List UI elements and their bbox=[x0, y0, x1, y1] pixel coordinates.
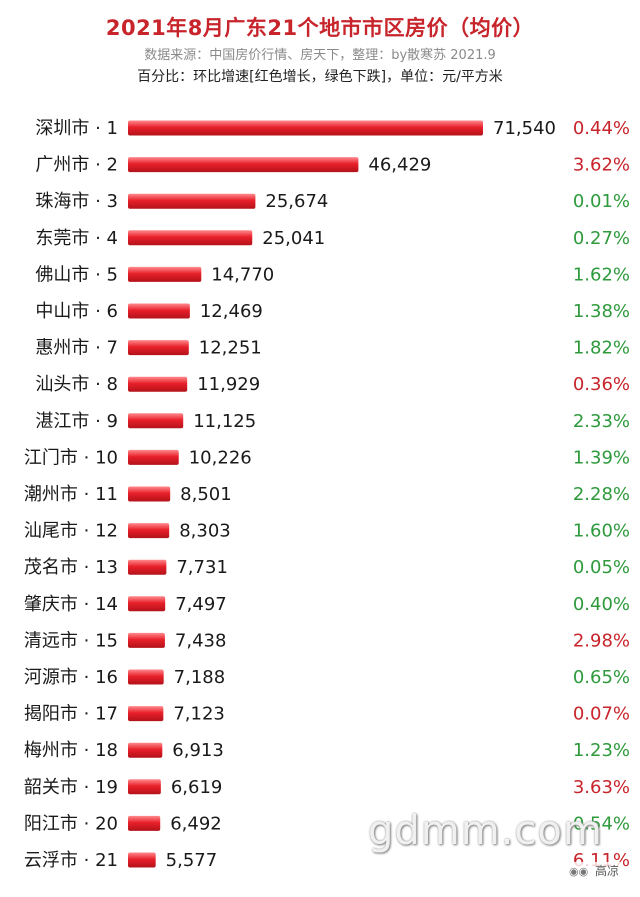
bar bbox=[128, 376, 188, 392]
value-label: 5,577 bbox=[166, 850, 218, 871]
pct-change-label: 2.98% bbox=[573, 630, 630, 651]
data-source: 数据来源：中国房价行情、房天下，整理：by散寒苏 2021.9 bbox=[144, 48, 496, 63]
category-label: 云浮市 · 21 bbox=[24, 850, 118, 871]
category-label: 河源市 · 16 bbox=[24, 667, 118, 688]
category-label: 肇庆市 · 14 bbox=[24, 594, 118, 615]
bar bbox=[128, 706, 164, 722]
pct-change-label: 0.27% bbox=[573, 228, 630, 249]
bar bbox=[128, 120, 483, 136]
pct-change-label: 1.60% bbox=[573, 521, 630, 542]
pct-change-label: 0.36% bbox=[573, 374, 630, 395]
value-label: 7,188 bbox=[174, 667, 226, 688]
category-label: 汕尾市 · 12 bbox=[24, 521, 118, 542]
bar bbox=[128, 852, 156, 868]
category-label: 佛山市 · 5 bbox=[35, 264, 118, 285]
bar bbox=[128, 193, 256, 209]
value-label: 7,497 bbox=[175, 594, 227, 615]
value-label: 8,303 bbox=[179, 521, 231, 542]
value-label: 46,429 bbox=[368, 155, 431, 176]
bar bbox=[128, 632, 165, 648]
pct-change-label: 0.40% bbox=[573, 594, 630, 615]
category-label: 茂名市 · 13 bbox=[24, 557, 118, 578]
bar bbox=[128, 523, 170, 539]
category-label: 清远市 · 15 bbox=[24, 630, 118, 651]
value-label: 12,469 bbox=[200, 301, 263, 322]
value-label: 6,913 bbox=[172, 740, 224, 761]
unit-note: 百分比：环比增速[红色增长，绿色下跌]，单位：元/平方米 bbox=[137, 69, 503, 85]
pct-change-label: 2.33% bbox=[573, 411, 630, 432]
category-label: 江门市 · 10 bbox=[24, 447, 118, 468]
category-label: 东莞市 · 4 bbox=[35, 228, 118, 249]
pct-change-label: 0.01% bbox=[573, 191, 630, 212]
value-label: 6,619 bbox=[171, 777, 223, 798]
category-label: 韶关市 · 19 bbox=[24, 777, 118, 798]
category-label: 梅州市 · 18 bbox=[24, 740, 118, 761]
value-label: 25,041 bbox=[262, 228, 325, 249]
bar bbox=[128, 596, 166, 612]
pct-change-label: 0.44% bbox=[573, 118, 630, 139]
pct-change-label: 1.62% bbox=[573, 264, 630, 285]
category-label: 中山市 · 6 bbox=[35, 301, 118, 322]
pct-change-label: 2.28% bbox=[573, 484, 630, 505]
bar bbox=[128, 815, 161, 831]
category-label: 揭阳市 · 17 bbox=[24, 704, 118, 725]
pct-change-label: 1.82% bbox=[573, 338, 630, 359]
pct-change-label: 1.23% bbox=[573, 740, 630, 761]
bar bbox=[128, 266, 202, 282]
category-label: 阳江市 · 20 bbox=[24, 813, 118, 834]
pct-change-label: 0.65% bbox=[573, 667, 630, 688]
account-badge: ◉◉ 高凉 bbox=[566, 862, 623, 879]
value-label: 14,770 bbox=[211, 264, 274, 285]
value-label: 10,226 bbox=[189, 447, 252, 468]
value-label: 7,123 bbox=[173, 704, 225, 725]
value-label: 6,492 bbox=[170, 813, 222, 834]
value-label: 71,540 bbox=[493, 118, 556, 139]
pct-change-label: 0.54% bbox=[573, 813, 630, 834]
pct-change-label: 3.63% bbox=[573, 777, 630, 798]
bar bbox=[128, 340, 189, 356]
bar bbox=[128, 449, 179, 465]
bar bbox=[128, 742, 163, 758]
bar bbox=[128, 303, 190, 319]
value-label: 7,438 bbox=[175, 630, 227, 651]
wechat-icon: ◉◉ bbox=[569, 865, 589, 878]
pct-change-label: 0.07% bbox=[573, 704, 630, 725]
value-label: 12,251 bbox=[199, 338, 262, 359]
watermark: gdmm.com bbox=[368, 808, 603, 854]
value-label: 11,125 bbox=[193, 411, 256, 432]
category-label: 汕头市 · 8 bbox=[35, 374, 118, 395]
pct-change-label: 1.39% bbox=[573, 447, 630, 468]
bar bbox=[128, 230, 253, 246]
bar bbox=[128, 486, 171, 502]
category-label: 深圳市 · 1 bbox=[35, 118, 118, 139]
pct-change-label: 3.62% bbox=[573, 155, 630, 176]
category-label: 潮州市 · 11 bbox=[24, 484, 118, 505]
category-label: 广州市 · 2 bbox=[35, 155, 118, 176]
bar bbox=[128, 779, 161, 795]
value-label: 11,929 bbox=[197, 374, 260, 395]
bar bbox=[128, 413, 184, 429]
pct-change-label: 1.38% bbox=[573, 301, 630, 322]
bar bbox=[128, 559, 167, 575]
value-label: 8,501 bbox=[180, 484, 232, 505]
category-label: 湛江市 · 9 bbox=[35, 411, 118, 432]
bar bbox=[128, 157, 359, 173]
category-label: 珠海市 · 3 bbox=[35, 191, 118, 212]
chart-title: 2021年8月广东21个地市市区房价（均价） bbox=[105, 16, 535, 40]
value-label: 25,674 bbox=[265, 191, 328, 212]
category-label: 惠州市 · 7 bbox=[35, 338, 118, 359]
pct-change-label: 0.05% bbox=[573, 557, 630, 578]
account-name: 高凉 bbox=[595, 864, 620, 878]
bar bbox=[128, 669, 164, 685]
value-label: 7,731 bbox=[176, 557, 228, 578]
